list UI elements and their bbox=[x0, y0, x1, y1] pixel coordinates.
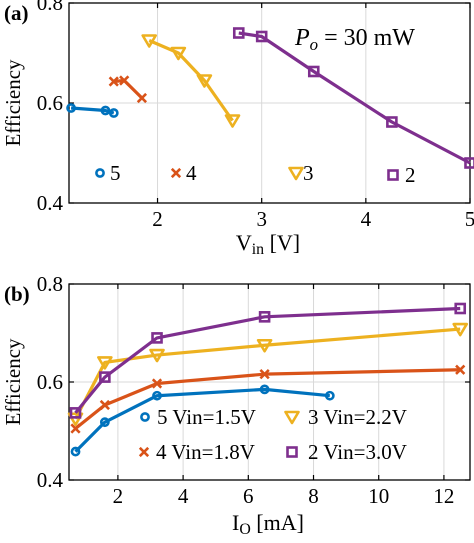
data-point-marker bbox=[100, 105, 111, 116]
y-axis-label: Efficiency bbox=[1, 338, 25, 426]
data-point-marker bbox=[70, 423, 81, 434]
chart-panel-b: 2 4 6 8 10 12 0.4 0.6 0.8 5 Vin=1.5V 4 Vin=1.8V 3 V… bbox=[1, 272, 471, 538]
x-tick-label: 6 bbox=[243, 484, 254, 508]
y-tick-label: 0.6 bbox=[37, 91, 63, 115]
data-point-marker bbox=[455, 364, 466, 375]
data-point-marker bbox=[66, 103, 76, 113]
legend-marker bbox=[170, 167, 182, 179]
data-point-marker bbox=[141, 34, 157, 48]
x-tick-label: 3 bbox=[256, 207, 267, 231]
data-point-marker bbox=[255, 30, 268, 43]
y-axis-label: Efficiency bbox=[1, 59, 25, 147]
data-point-marker bbox=[307, 65, 320, 78]
data-point-marker bbox=[258, 311, 271, 323]
legend-label: 4 Vin=1.8V bbox=[156, 440, 255, 464]
data-point-marker bbox=[151, 332, 163, 344]
x-tick-label: 10 bbox=[368, 484, 389, 508]
data-point-marker bbox=[259, 369, 270, 380]
y-tick-label: 0.4 bbox=[37, 468, 64, 492]
x-tick-label: 8 bbox=[308, 484, 319, 508]
legend-marker bbox=[140, 412, 150, 422]
data-point-marker bbox=[170, 46, 187, 61]
data-point-marker bbox=[69, 407, 82, 419]
data-point-marker bbox=[151, 378, 163, 389]
legend-label: 2 Vin=3.0V bbox=[308, 440, 407, 464]
legend-label: 2 bbox=[405, 163, 416, 187]
data-point-marker bbox=[454, 302, 467, 315]
data-point-marker bbox=[99, 417, 110, 428]
data-point-marker bbox=[256, 338, 273, 353]
x-axis-label: Vin [V] bbox=[236, 230, 300, 258]
y-tick-label: 0.8 bbox=[37, 0, 63, 15]
data-point-marker bbox=[67, 412, 84, 427]
panel-label: (a) bbox=[4, 1, 29, 25]
series-line-3 bbox=[74, 327, 461, 420]
series-line-1 bbox=[74, 387, 330, 453]
data-point-marker bbox=[324, 390, 335, 401]
data-point-marker bbox=[464, 157, 474, 169]
legend-marker bbox=[387, 169, 399, 181]
x-tick-label: 4 bbox=[361, 207, 372, 231]
data-point-marker bbox=[386, 116, 398, 128]
data-point-marker bbox=[259, 384, 270, 395]
legend: 5 4 3 2 bbox=[95, 161, 416, 187]
data-point-marker bbox=[136, 92, 148, 104]
data-point-marker bbox=[452, 322, 469, 337]
legend-label: 5 Vin=1.5V bbox=[157, 405, 256, 429]
series-line-4 bbox=[238, 31, 471, 165]
data-point-marker bbox=[232, 27, 245, 39]
power-annotation: Po = 30 mW bbox=[294, 25, 415, 54]
data-point-marker bbox=[196, 74, 213, 88]
series-line-3 bbox=[148, 39, 234, 122]
x-tick-label: 2 bbox=[113, 484, 124, 508]
x-tick-label: 5 bbox=[465, 207, 474, 231]
data-point-marker bbox=[108, 76, 119, 87]
legend-label: 3 Vin=2.2V bbox=[308, 405, 407, 429]
data-point-marker bbox=[99, 399, 110, 411]
x-tick-label: 4 bbox=[178, 484, 189, 508]
chart-panel-a: 2 3 4 5 0.4 0.6 0.8 5 4 3 2 (a) Po = 30 mW Vin [V] Eff… bbox=[1, 0, 474, 258]
series-line-4 bbox=[74, 306, 461, 414]
data-point-marker bbox=[224, 114, 241, 128]
x-tick-label: 12 bbox=[433, 484, 454, 508]
x-axis-label: IO [mA] bbox=[232, 510, 304, 538]
y-tick-label: 0.8 bbox=[37, 272, 63, 296]
x-tick-label: 2 bbox=[152, 207, 163, 231]
legend-marker bbox=[288, 166, 304, 181]
data-point-marker bbox=[97, 356, 113, 370]
data-point-marker bbox=[70, 446, 81, 457]
legend-marker bbox=[138, 446, 150, 458]
data-point-marker bbox=[119, 75, 130, 86]
y-tick-label: 0.4 bbox=[37, 191, 64, 215]
legend-label: 4 bbox=[186, 161, 197, 185]
panel-label: (b) bbox=[4, 282, 30, 306]
legend-label: 5 bbox=[110, 161, 121, 185]
legend: 5 Vin=1.5V 4 Vin=1.8V 3 Vin=2.2V 2 Vin=3.0V bbox=[138, 405, 407, 464]
legend-marker bbox=[95, 168, 105, 178]
y-tick-label: 0.6 bbox=[37, 370, 63, 394]
data-point-marker bbox=[99, 371, 111, 383]
data-point-marker bbox=[152, 390, 162, 401]
data-point-marker bbox=[108, 108, 119, 118]
legend-marker bbox=[284, 410, 300, 425]
legend-marker bbox=[286, 446, 298, 458]
data-point-marker bbox=[149, 348, 165, 363]
legend-label: 3 bbox=[303, 161, 314, 185]
